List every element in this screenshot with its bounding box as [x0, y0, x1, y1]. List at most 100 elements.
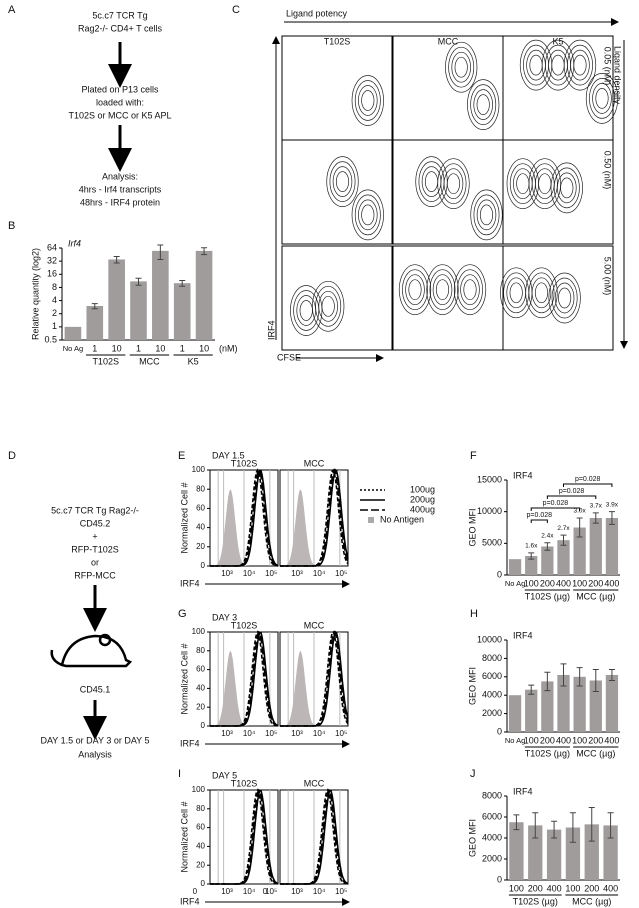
contour-line — [473, 89, 493, 120]
bar — [108, 259, 125, 340]
contour-line — [351, 189, 384, 241]
contour-line — [516, 173, 530, 195]
contour-line — [551, 54, 565, 76]
flow-text: RFP-T102S — [71, 544, 119, 554]
group-label: MCC (µg) — [576, 591, 615, 601]
contour-line — [463, 279, 477, 301]
error-bar — [528, 552, 535, 560]
x-tick-label: 200 — [528, 883, 543, 893]
legend-label: 100ug — [410, 484, 435, 494]
x-title: Ligand potency — [286, 8, 348, 18]
x-tick-label: 100 — [565, 883, 580, 893]
contour-line — [467, 79, 500, 130]
y-axis-title: GEO MFI — [467, 509, 477, 547]
y-tick-label: 0 — [201, 879, 206, 888]
x-tick-label: 400 — [603, 883, 618, 893]
y-tick-label: 4000 — [482, 832, 502, 842]
contour-line — [548, 272, 581, 324]
y-tick-label: 40 — [196, 842, 205, 851]
x-tick-label: 200 — [540, 578, 555, 588]
x-tick-label: 10³ — [291, 729, 303, 738]
contour-line — [446, 173, 461, 195]
contour-line — [500, 267, 533, 319]
flow-text: 48hrs - IRF4 protein — [80, 197, 160, 207]
flow-text: Analysis — [78, 749, 112, 759]
x-tick-label: 200 — [540, 735, 555, 745]
panel-title: T102S — [231, 620, 258, 630]
x-tick-label: No Ag — [505, 736, 525, 745]
error-bar — [551, 820, 558, 839]
bar — [86, 306, 104, 340]
y-tick-label: 8000 — [482, 653, 502, 663]
error-bar — [513, 814, 520, 831]
contour-line — [553, 167, 580, 209]
bar — [557, 540, 570, 575]
contour-plot-frame — [392, 139, 504, 245]
panel-title: MCC — [304, 458, 325, 468]
contour-line — [551, 277, 578, 319]
y-tick-label: 20 — [196, 702, 205, 711]
x-tick-label: 200 — [588, 735, 603, 745]
y-label: IRF4 — [266, 320, 276, 340]
chart-title: IRF4 — [513, 630, 533, 640]
contour-line — [326, 156, 359, 207]
bar — [508, 695, 522, 732]
error-bar — [592, 668, 599, 693]
group-label: T102S (µg) — [513, 896, 558, 906]
group-label: MCC (µg) — [572, 896, 611, 906]
y-tick-label: 0 — [201, 721, 206, 730]
contour-line — [525, 267, 558, 319]
bar — [195, 250, 213, 340]
y-tick-label: 4000 — [482, 690, 502, 700]
contour-line — [476, 94, 490, 115]
contour-line — [354, 194, 381, 236]
y-tick-label: 60 — [196, 665, 205, 674]
y-axis-title: Relative quantity (log2) — [30, 248, 40, 340]
contour-line — [321, 295, 335, 317]
contour-line — [332, 166, 353, 197]
treatment-curve — [280, 468, 349, 567]
y-tick-label: 40 — [196, 523, 205, 532]
group-label: T102S — [92, 356, 119, 366]
p-value: p=0.028 — [527, 512, 553, 519]
x-tick-label: 10⁴ — [313, 569, 326, 578]
flow-text: 4hrs - Irf4 transcripts — [79, 184, 162, 194]
y-tick-label: 0 — [497, 569, 502, 579]
x-tick-label: 400 — [604, 735, 619, 745]
mouse-icon — [50, 633, 133, 668]
contour-line — [531, 163, 558, 205]
fold-label: 1.6x — [525, 543, 538, 550]
p-value: p=0.028 — [575, 476, 601, 483]
x-tick-label: No Ag — [63, 344, 83, 353]
contour-line — [460, 274, 480, 306]
error-bar — [201, 247, 208, 256]
flow-text: or — [91, 557, 99, 567]
row-label: 5.00 (nM) — [603, 257, 613, 296]
legend-label: No Antigen — [380, 514, 424, 524]
chart-title: IRF4 — [513, 786, 533, 796]
bar — [573, 676, 586, 732]
contour-line — [528, 272, 555, 314]
y-label: Normalized Cell # — [179, 482, 189, 553]
flow-text: CD45.2 — [80, 518, 111, 528]
legend-swatch — [368, 517, 374, 523]
contour-line — [290, 285, 323, 336]
treatment-curve — [280, 788, 349, 885]
contour-line — [408, 279, 422, 301]
y-tick-label: 15000 — [477, 474, 502, 484]
bar — [605, 674, 619, 732]
y-tick-label: 100 — [192, 465, 206, 474]
x-tick-label: 0 — [193, 887, 198, 896]
panel-title: T102S — [231, 458, 258, 468]
contour-line — [473, 194, 500, 236]
panel-label: I — [178, 768, 181, 780]
error-bar — [544, 671, 551, 692]
y-tick-label: 32 — [47, 256, 57, 266]
contour-line — [589, 78, 615, 119]
error-bar — [532, 812, 539, 839]
flow-text: Plated on P13 cells — [81, 84, 159, 94]
fold-label: 3.0x — [573, 508, 586, 515]
contour-plot-frame — [502, 139, 614, 245]
contour-line — [592, 83, 612, 114]
contour-plot-frame — [281, 139, 393, 245]
